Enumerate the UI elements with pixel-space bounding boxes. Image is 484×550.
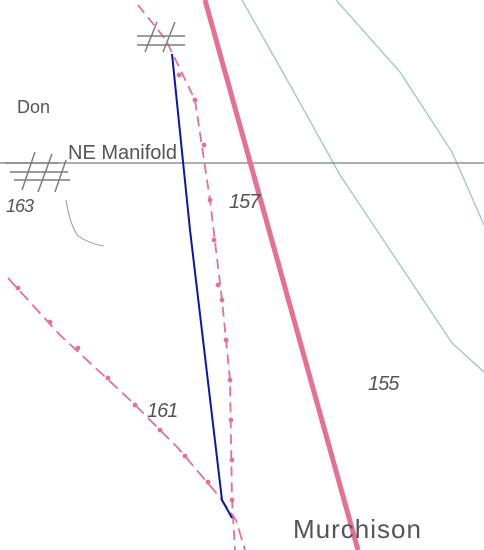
structure-crosshatch-icon: [137, 21, 185, 53]
place-label-don: Don: [17, 97, 51, 117]
dashed-boundary-upper-markers: [176, 72, 235, 503]
place-label-murchison: Murchison: [293, 514, 422, 544]
route-line: [171, 53, 233, 519]
block-number-155: 155: [368, 373, 399, 395]
dashed-boundary-lower: [7, 277, 246, 550]
dashed-boundary-upper: [137, 4, 236, 550]
grey-flowline: [65, 199, 105, 247]
bathymetry-contour-west: [241, 0, 484, 373]
block-number-163: 163: [6, 196, 34, 216]
pipeline-label-ne-manifold: NE Manifold: [68, 142, 177, 164]
block-number-161: 161: [147, 400, 178, 422]
field-boundary-line: [202, 0, 361, 550]
block-number-157: 157: [229, 191, 260, 213]
structure-crosshatch-icon: [5, 151, 70, 193]
dashed-boundary-lower-markers: [15, 285, 211, 485]
bathymetry-contour-east: [335, 0, 484, 226]
